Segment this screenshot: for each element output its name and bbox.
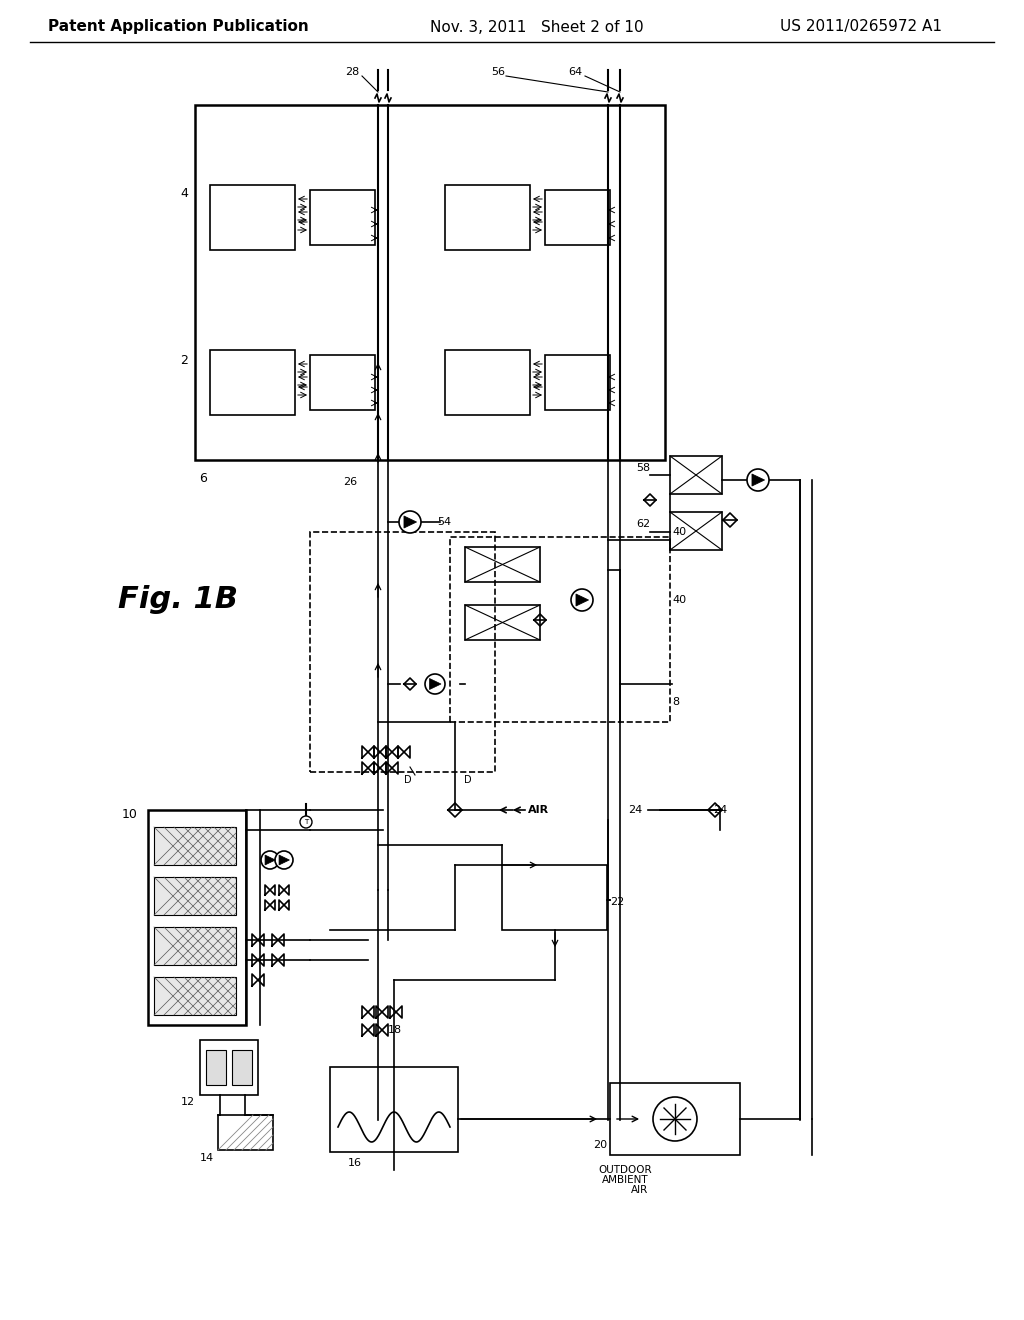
Text: OUTDOOR: OUTDOOR [598, 1166, 652, 1175]
Bar [210, 350, 295, 414]
Bar [154, 876, 236, 915]
Polygon shape [403, 516, 417, 528]
Text: Patent Application Publication: Patent Application Publication [48, 20, 309, 34]
Circle shape [571, 589, 593, 611]
Bar [450, 537, 670, 722]
Text: 18: 18 [388, 1026, 402, 1035]
Bar [310, 355, 375, 411]
Text: AIR: AIR [527, 805, 549, 814]
Text: 8: 8 [672, 697, 679, 708]
Bar [545, 190, 610, 246]
Text: 6: 6 [199, 473, 207, 484]
Text: 24: 24 [628, 805, 642, 814]
Polygon shape [280, 855, 290, 865]
Text: T: T [304, 818, 308, 825]
Circle shape [746, 469, 769, 491]
Polygon shape [429, 678, 441, 689]
Text: 16: 16 [348, 1158, 362, 1168]
Bar [200, 1040, 258, 1096]
Text: 64: 64 [568, 67, 582, 77]
Text: 10: 10 [122, 808, 138, 821]
Text: 62: 62 [636, 519, 650, 529]
Text: 58: 58 [636, 463, 650, 473]
Text: AMBIENT: AMBIENT [602, 1175, 648, 1185]
Bar [154, 977, 236, 1015]
Bar [218, 1115, 273, 1150]
Bar [195, 106, 665, 459]
Bar [610, 1082, 740, 1155]
Text: 20: 20 [593, 1140, 607, 1150]
Bar [502, 865, 607, 931]
Bar [206, 1049, 226, 1085]
Text: 24: 24 [713, 805, 727, 814]
Text: 4: 4 [180, 187, 188, 201]
Circle shape [399, 511, 421, 533]
Bar [148, 810, 246, 1026]
Polygon shape [752, 474, 765, 486]
Bar [670, 512, 722, 550]
Bar [465, 605, 540, 640]
Text: 14: 14 [200, 1152, 214, 1163]
Bar [210, 185, 295, 249]
Bar [445, 185, 530, 249]
Bar [465, 546, 540, 582]
Polygon shape [575, 594, 589, 606]
Bar [154, 927, 236, 965]
Text: 40: 40 [672, 595, 686, 605]
Text: 26: 26 [343, 477, 357, 487]
Circle shape [300, 816, 312, 828]
Bar [670, 455, 722, 494]
Circle shape [425, 675, 445, 694]
Text: D: D [464, 775, 472, 785]
Circle shape [275, 851, 293, 869]
Bar [310, 532, 495, 772]
Text: 12: 12 [181, 1097, 195, 1107]
Bar [232, 1049, 252, 1085]
Text: 54: 54 [437, 517, 452, 527]
Text: US 2011/0265972 A1: US 2011/0265972 A1 [780, 20, 942, 34]
Circle shape [261, 851, 279, 869]
Bar [445, 350, 530, 414]
Polygon shape [265, 855, 275, 865]
Text: Nov. 3, 2011   Sheet 2 of 10: Nov. 3, 2011 Sheet 2 of 10 [430, 20, 644, 34]
Bar [545, 355, 610, 411]
Text: 22: 22 [610, 898, 625, 907]
Text: 40: 40 [672, 527, 686, 537]
Text: 28: 28 [345, 67, 359, 77]
Bar [310, 190, 375, 246]
Text: D: D [404, 775, 412, 785]
Text: 56: 56 [490, 67, 505, 77]
Bar [154, 828, 236, 865]
Text: Fig. 1B: Fig. 1B [118, 586, 238, 615]
Text: AIR: AIR [632, 1185, 648, 1195]
Bar [330, 1067, 458, 1152]
Text: 2: 2 [180, 354, 188, 367]
